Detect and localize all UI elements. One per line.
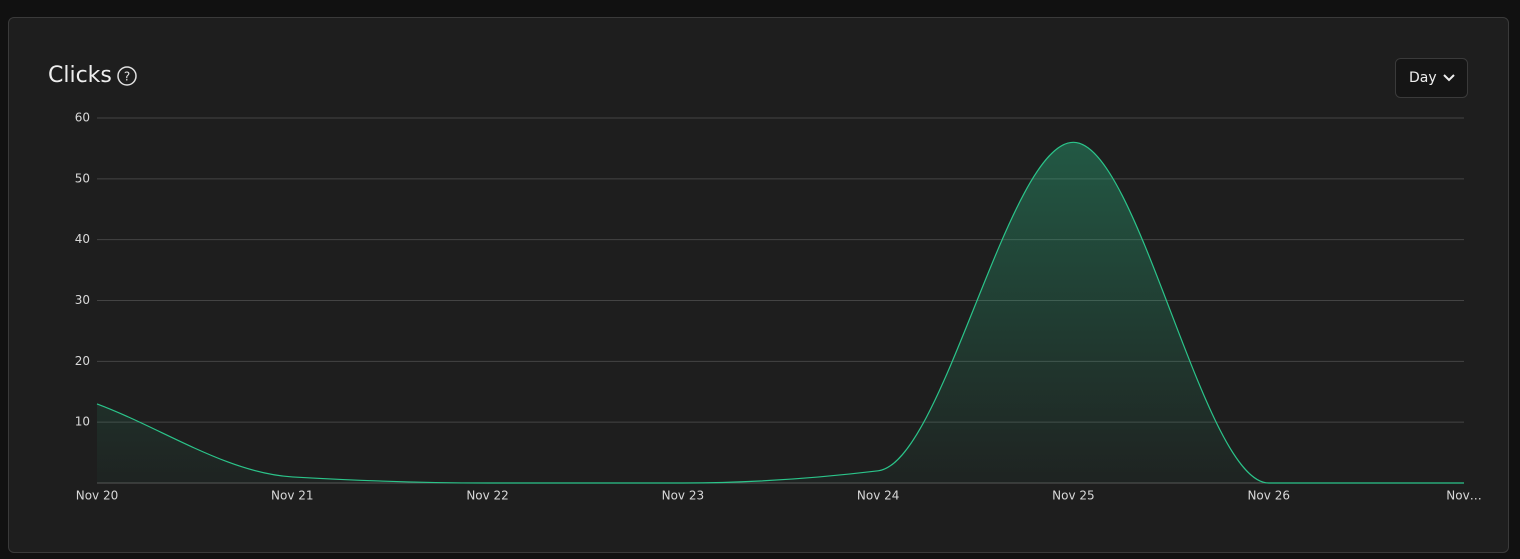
- y-tick-label: 10: [75, 415, 90, 429]
- y-tick-label: 60: [75, 111, 90, 125]
- y-tick-label: 50: [75, 171, 90, 185]
- help-icon[interactable]: ?: [117, 66, 137, 86]
- line: [96, 141, 1464, 484]
- period-select[interactable]: Day: [1395, 58, 1468, 98]
- x-tick-label: Nov 21: [271, 489, 314, 503]
- x-tick-label: Nov 20: [76, 489, 119, 503]
- period-label: Day: [1409, 70, 1437, 86]
- chart-card: [8, 17, 1509, 553]
- x-tick-label: Nov 24: [857, 489, 900, 503]
- chart-title: Clicks: [48, 63, 112, 88]
- area-fill: [97, 142, 1464, 484]
- x-tick-label: Nov 23: [662, 489, 705, 503]
- x-tick-label: Nov 25: [1052, 489, 1095, 503]
- y-tick-label: 30: [75, 293, 90, 307]
- y-tick-label: 40: [75, 232, 90, 246]
- svg-text:?: ?: [124, 70, 130, 84]
- y-tick-label: 20: [75, 354, 90, 368]
- x-tick-label: Nov 26: [1247, 489, 1290, 503]
- x-tick-label: Nov…: [1446, 489, 1481, 503]
- x-tick-label: Nov 22: [466, 489, 509, 503]
